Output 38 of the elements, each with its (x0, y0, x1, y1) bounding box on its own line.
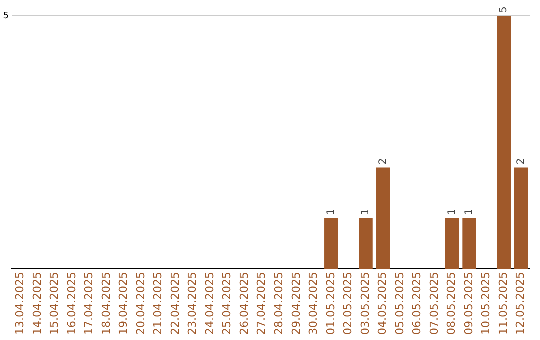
x-tick-label: 19.04.2025 (117, 272, 130, 336)
x-tick-label: 11.05.2025 (496, 272, 510, 336)
x-tick-label: 26.04.2025 (238, 272, 251, 336)
x-tick-label: 23.04.2025 (186, 272, 200, 336)
x-tick-label: 17.04.2025 (82, 272, 96, 336)
data-label: 1 (326, 209, 338, 216)
x-tick-label: 04.05.2025 (376, 272, 390, 336)
data-label: 5 (498, 6, 510, 13)
x-tick-label: 13.04.2025 (13, 272, 26, 336)
x-tick-label: 01.05.2025 (324, 272, 338, 336)
x-tick-label: 05.05.2025 (393, 272, 406, 336)
x-tick-label: 12.05.2025 (514, 272, 528, 336)
ref-line-label: 5 (3, 11, 9, 22)
x-tick-label: 18.04.2025 (100, 272, 113, 336)
x-tick-label: 30.04.2025 (307, 272, 320, 336)
data-label: 1 (446, 209, 458, 216)
x-tick-label: 16.04.2025 (65, 272, 78, 336)
x-tick-label: 22.04.2025 (168, 272, 182, 336)
x-tick-label: 20.04.2025 (134, 272, 148, 336)
x-tick-label: 06.05.2025 (410, 272, 424, 336)
x-tick-label: 15.04.2025 (48, 272, 62, 336)
x-tick-label: 09.05.2025 (462, 272, 476, 336)
data-label: 1 (360, 209, 372, 216)
x-tick-label: 24.04.2025 (203, 272, 216, 336)
x-tick-label: 14.04.2025 (30, 272, 44, 336)
x-tick-label: 21.04.2025 (152, 272, 165, 336)
x-tick-label: 27.04.2025 (255, 272, 268, 336)
x-tick-label: 08.05.2025 (445, 272, 458, 336)
x-tick-label: 10.05.2025 (480, 272, 493, 336)
x-tick-label: 28.04.2025 (272, 272, 286, 336)
x-tick-label: 29.04.2025 (290, 272, 303, 336)
x-tick-label: 03.05.2025 (358, 272, 372, 336)
x-tick-label: 25.04.2025 (220, 272, 234, 336)
x-tick-label: 02.05.2025 (342, 272, 355, 336)
x-tick-label: 07.05.2025 (428, 272, 441, 336)
data-label: 2 (516, 158, 527, 165)
data-label: 1 (464, 209, 476, 216)
data-label: 2 (378, 158, 389, 165)
